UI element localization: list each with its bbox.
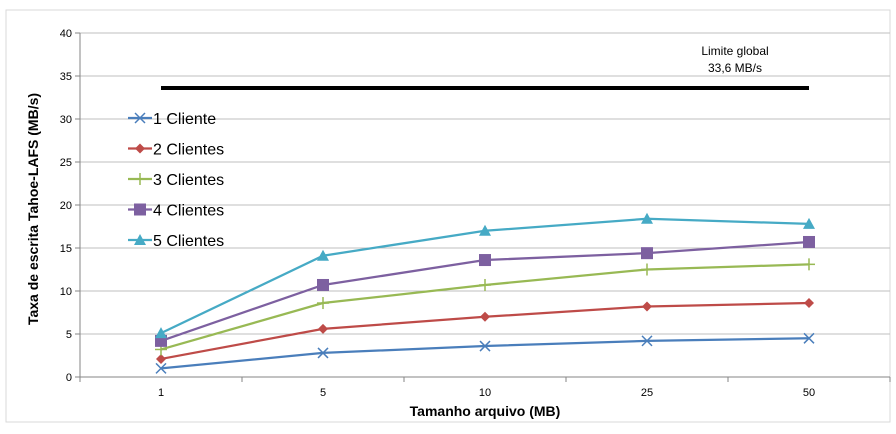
legend-item: 1 Cliente	[128, 111, 216, 128]
data-point	[317, 297, 329, 310]
reference-line-group: Limite global 33,6 MB/s	[161, 44, 809, 91]
data-point	[479, 340, 491, 352]
y-tick-label: 30	[60, 114, 72, 126]
data-point	[317, 278, 329, 291]
x-tick-label: 25	[641, 387, 653, 399]
legend-marker	[134, 112, 146, 124]
data-point	[641, 335, 653, 347]
data-point	[803, 235, 815, 248]
data-point	[642, 301, 652, 312]
legend-marker	[134, 173, 146, 185]
x-tick-label: 5	[320, 387, 326, 399]
x-axis-title: Tamanho arquivo (MB)	[410, 403, 561, 419]
y-tick-label: 0	[66, 372, 72, 384]
legend: 1 Cliente 2 Clientes 3 Clientes 4 Clientes 5…	[128, 111, 224, 250]
marker-stroke	[155, 362, 167, 374]
series-1	[155, 332, 815, 374]
legend-marker	[134, 203, 146, 216]
series-group	[155, 212, 815, 374]
data-point	[317, 249, 329, 261]
data-point	[803, 217, 815, 229]
marker-stroke	[134, 112, 146, 124]
y-tick-label: 20	[60, 200, 72, 212]
y-tick-label: 35	[60, 71, 72, 83]
legend-item: 3 Clientes	[128, 172, 224, 189]
legend-label: 3 Clientes	[153, 172, 224, 189]
data-point	[641, 212, 653, 224]
series-3	[155, 258, 815, 356]
y-tick-label: 10	[60, 286, 72, 298]
global-limit-label: Limite global	[701, 44, 768, 58]
data-point	[156, 353, 166, 364]
legend-marker	[134, 234, 146, 245]
legend-label: 5 Clientes	[153, 233, 224, 250]
data-point	[641, 247, 653, 260]
legend-label: 2 Clientes	[153, 142, 224, 159]
series-4	[155, 235, 815, 347]
data-point	[479, 278, 491, 291]
series-2	[156, 298, 814, 364]
marker-stroke	[641, 335, 653, 347]
data-point	[155, 362, 167, 374]
data-point	[479, 224, 491, 236]
x-tick-label: 1	[158, 387, 164, 399]
data-point	[480, 311, 490, 322]
y-tick-label: 25	[60, 157, 72, 169]
marker-stroke	[479, 340, 491, 352]
global-limit-value: 33,6 MB/s	[708, 61, 762, 75]
data-point	[803, 258, 815, 271]
legend-item: 2 Clientes	[128, 142, 224, 159]
y-tick-label: 40	[60, 28, 72, 40]
chart-frame	[5, 9, 891, 423]
data-point	[641, 263, 653, 276]
legend-item: 5 Clientes	[128, 233, 224, 250]
data-point	[155, 327, 167, 339]
legend-label: 4 Clientes	[153, 203, 224, 220]
series-5	[155, 212, 815, 339]
data-point	[479, 254, 491, 267]
data-point	[804, 298, 814, 309]
x-tick-label: 50	[803, 387, 815, 399]
data-point	[317, 347, 329, 359]
y-tick-label: 15	[60, 243, 72, 255]
legend-label: 1 Cliente	[153, 111, 216, 128]
y-tick-label: 5	[66, 329, 72, 341]
data-point	[803, 332, 815, 344]
legend-item: 4 Clientes	[128, 203, 224, 220]
marker-stroke	[317, 347, 329, 359]
marker-stroke	[803, 332, 815, 344]
y-axis-title: Taxa de escrita Tahoe-LAFS (MB/s)	[25, 93, 41, 325]
legend-marker	[135, 143, 145, 154]
data-point	[318, 323, 328, 334]
x-tick-label: 10	[479, 387, 491, 399]
